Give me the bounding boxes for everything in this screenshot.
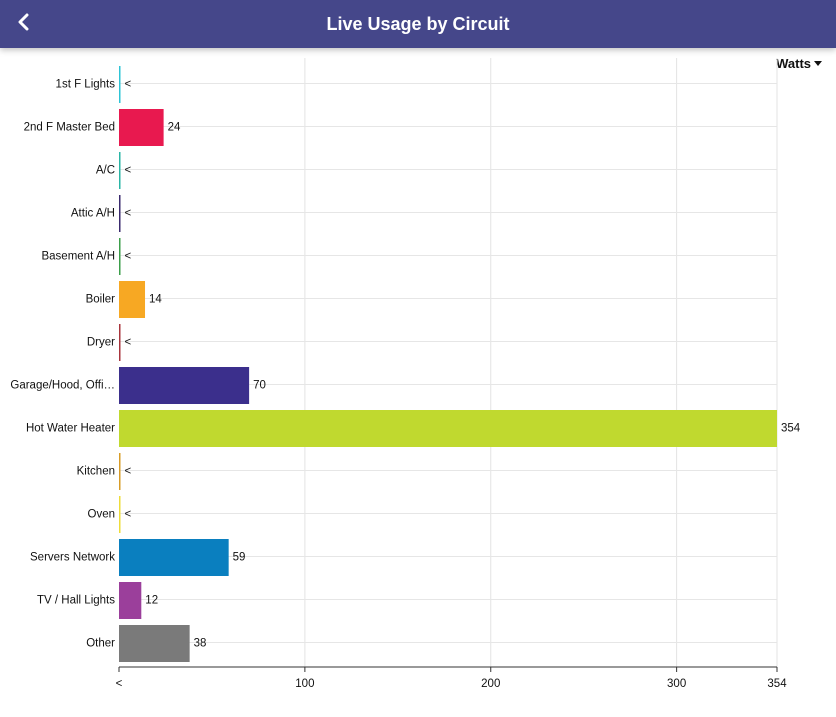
category-label: Oven: [88, 509, 116, 521]
caret-down-icon: [814, 60, 822, 67]
bar: [119, 539, 229, 576]
bar: [119, 238, 121, 275]
bar: [119, 625, 190, 662]
category-label: Servers Network: [30, 552, 115, 564]
bar: [119, 66, 121, 103]
data-label: <: [125, 466, 132, 478]
data-label: <: [125, 337, 132, 349]
x-tick-label: 100: [295, 678, 314, 690]
bar: [119, 496, 121, 533]
category-label: Hot Water Heater: [26, 423, 115, 435]
data-label: <: [125, 251, 132, 263]
category-label: 1st F Lights: [56, 79, 116, 91]
category-label: Dryer: [87, 337, 115, 349]
x-tick-label: 354: [767, 678, 787, 690]
bar: [119, 152, 121, 189]
category-label: Boiler: [86, 294, 116, 306]
data-label: 14: [149, 294, 162, 306]
unit-selector-label: Watts: [776, 56, 811, 71]
category-label: 2nd F Master Bed: [24, 122, 115, 134]
category-label: Other: [86, 638, 115, 650]
data-label: <: [125, 509, 132, 521]
unit-selector[interactable]: Watts: [776, 56, 822, 71]
category-label: TV / Hall Lights: [37, 595, 115, 607]
back-button[interactable]: [8, 8, 40, 40]
bar: [119, 367, 250, 404]
x-tick-label: <: [116, 678, 123, 690]
data-label: <: [125, 208, 132, 220]
category-label: Garage/Hood, Offi…: [10, 380, 115, 392]
data-label: 38: [194, 638, 207, 650]
data-label: 24: [168, 122, 181, 134]
app-header: Live Usage by Circuit: [0, 0, 836, 48]
category-label: A/C: [96, 165, 115, 177]
data-label: 12: [145, 595, 158, 607]
chevron-left-icon: [17, 13, 31, 36]
data-label: <: [125, 79, 132, 91]
bar: [119, 109, 164, 146]
bar: [119, 410, 777, 447]
x-tick-label: 300: [667, 678, 686, 690]
data-label: 354: [781, 423, 801, 435]
bar: [119, 582, 142, 619]
category-label: Kitchen: [77, 466, 115, 478]
data-label: <: [125, 165, 132, 177]
category-label: Attic A/H: [71, 208, 115, 220]
bar: [119, 281, 146, 318]
bar: [119, 453, 121, 490]
bar: [119, 195, 121, 232]
data-label: 59: [233, 552, 246, 564]
page-title: Live Usage by Circuit: [326, 14, 510, 34]
data-label: 70: [253, 380, 266, 392]
category-label: Basement A/H: [41, 251, 115, 263]
bar: [119, 324, 121, 361]
x-tick-label: 200: [481, 678, 500, 690]
